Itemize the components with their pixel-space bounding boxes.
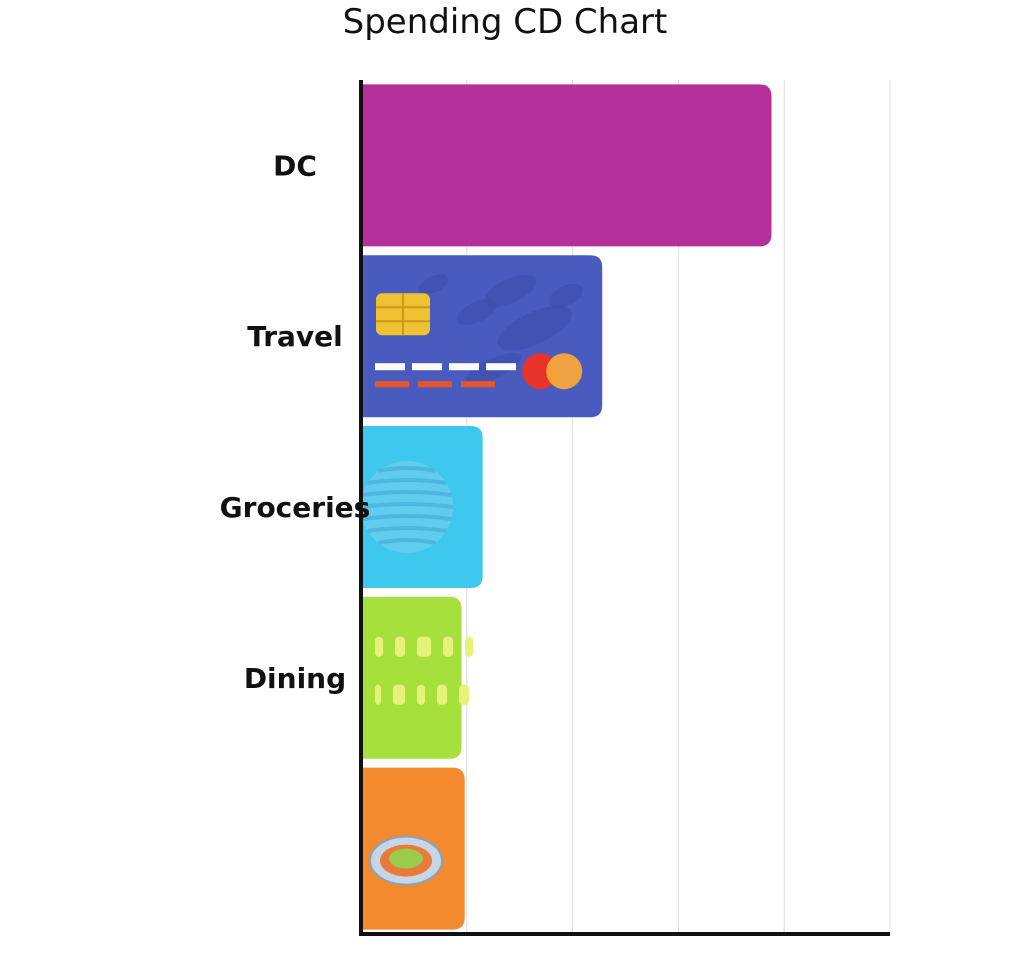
- category-label: Travel: [247, 320, 343, 353]
- globe-icon: [360, 461, 454, 553]
- bar-layer: [360, 84, 772, 930]
- food-plate-icon: [369, 835, 443, 886]
- category-label: Dining: [244, 662, 346, 695]
- bar-shape: [361, 84, 772, 247]
- bar-unlabeled: [361, 767, 465, 930]
- category-labels: DC Travel Groceries Dining: [220, 149, 371, 694]
- category-label: DC: [273, 149, 317, 182]
- chart-title: Spending CD Chart: [343, 2, 668, 42]
- credit-card-icon: [375, 274, 583, 390]
- category-label: Groceries: [220, 491, 371, 524]
- bar-dining: [361, 596, 473, 759]
- bar-groceries: [360, 426, 483, 588]
- bar-travel: [361, 255, 603, 418]
- bar-dc: [361, 84, 772, 247]
- bar-shape: [361, 255, 603, 418]
- bar-shape: [361, 596, 462, 759]
- receipt-icon: [375, 636, 473, 705]
